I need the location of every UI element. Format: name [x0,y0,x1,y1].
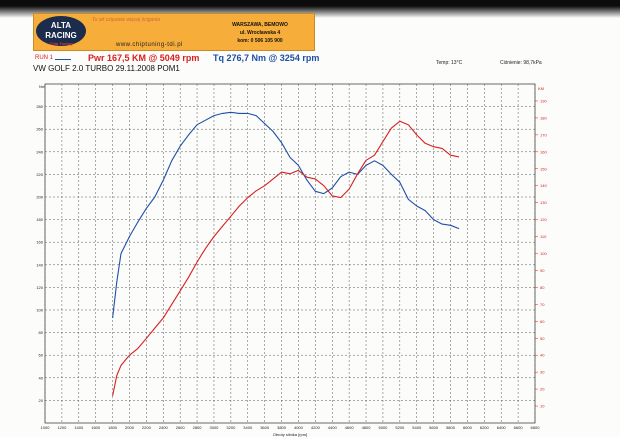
y-left-tick-label: 20 [39,398,44,403]
y-right-tick-label: 180 [540,115,547,120]
x-tick-label: 3400 [243,425,253,430]
y-right-tick-label: 20 [540,387,545,392]
y-right-tick-label: 120 [540,217,547,222]
x-tick-label: 6200 [480,425,490,430]
x-tick-label: 4800 [362,425,372,430]
y-right-tick-label: 190 [540,98,547,103]
x-tick-label: 1800 [108,425,118,430]
x-tick-label: 3200 [226,425,236,430]
y-right-tick-label: 10 [540,404,545,409]
left-axis-unit: Nm [39,84,46,89]
address-line-1: WARSZAWA, BEMOWO [232,22,288,28]
y-right-tick-label: 70 [540,302,545,307]
address-line-2: ul. Wrocławska 4 [239,30,281,36]
x-tick-label: 1600 [91,425,101,430]
header-website: www.chiptuning-tdi.pl [116,42,183,48]
x-tick-label: 6800 [531,425,541,430]
y-left-tick-label: 240 [36,149,43,154]
logo-text-3: Chip Tuning [49,41,73,46]
x-tick-label: 1400 [74,425,84,430]
x-tick-label: 4600 [345,425,355,430]
header-tagline: Tu ań czipowie więcej ścigania [92,17,160,23]
x-tick-label: 3600 [260,425,270,430]
x-tick-label: 3000 [210,425,220,430]
axis-ticks: 1000 1200 1400 1600 1800 2000 2200 2400 2600 2800… [36,98,547,430]
y-right-tick-label: 40 [540,353,545,358]
y-right-tick-label: 30 [540,370,545,375]
header-address: WARSZAWA, BEMOWO ul. Wrocławska 4 kom: 0… [205,21,315,45]
y-right-tick-label: 110 [540,234,547,239]
y-right-tick-label: 150 [540,166,547,171]
y-right-tick-label: 130 [540,200,547,205]
y-left-tick-label: 200 [36,195,43,200]
y-right-tick-label: 60 [540,319,545,324]
x-tick-label: 2800 [193,425,203,430]
x-tick-label: 1000 [41,425,51,430]
y-left-tick-label: 40 [39,375,44,380]
x-tick-label: 2400 [159,425,169,430]
x-tick-label: 2000 [125,425,135,430]
x-tick-label: 5400 [412,425,422,430]
y-right-tick-label: 90 [540,268,545,273]
y-left-tick-label: 140 [36,262,43,267]
y-left-tick-label: 280 [36,104,43,109]
logo-text-1: ALTA [50,21,72,30]
x-tick-label: 2600 [176,425,186,430]
x-tick-label: 4400 [328,425,338,430]
y-right-tick-label: 100 [540,251,547,256]
x-tick-label: 3800 [277,425,287,430]
x-tick-label: 6400 [497,425,507,430]
x-tick-label: 4200 [311,425,321,430]
pressure-readout: Ciśnienie: 98,7kPa [500,60,542,66]
x-tick-label: 5800 [446,425,456,430]
run-label: RUN 1 [35,55,54,61]
run-legend-line [55,59,71,60]
y-left-tick-label: 180 [36,217,43,222]
power-curve [112,120,460,397]
y-right-tick-label: 80 [540,285,545,290]
temperature-readout: Temp: 13°C [436,60,463,66]
x-tick-label: 6600 [514,425,524,430]
vehicle-info: VW GOLF 2.0 TURBO 29.11.2008 POM1 [33,64,180,73]
x-tick-label: 5600 [429,425,439,430]
y-right-tick-label: 170 [540,132,547,137]
torque-result: Tq 276,7 Nm @ 3254 rpm [213,53,320,63]
x-axis-label: Obroty silnika [rpm] [273,432,307,437]
x-tick-label: 5200 [395,425,405,430]
y-left-tick-label: 260 [36,127,43,132]
address-line-3: kom: 0 506 105 900 [237,38,283,44]
alta-racing-logo: ALTA RACING Chip Tuning [36,16,86,46]
y-left-tick-label: 120 [36,285,43,290]
right-axis-unit: KM [538,86,544,91]
y-left-tick-label: 100 [36,308,43,313]
x-tick-label: 1200 [57,425,67,430]
y-right-tick-label: 50 [540,336,545,341]
y-right-tick-label: 140 [540,183,547,188]
power-result: Pwr 167,5 KM @ 5049 rpm [88,53,200,63]
y-right-tick-label: 160 [540,149,547,154]
y-left-tick-label: 220 [36,172,43,177]
x-tick-label: 2200 [142,425,152,430]
series-lines [112,111,460,397]
x-tick-label: 4000 [294,425,304,430]
x-tick-label: 6000 [463,425,473,430]
logo-text-2: RACING [45,31,77,40]
y-left-tick-label: 60 [39,353,44,358]
y-left-tick-label: 160 [36,240,43,245]
y-left-tick-label: 80 [39,330,44,335]
torque-curve [112,111,460,318]
x-tick-label: 5000 [378,425,388,430]
grid [44,84,536,423]
